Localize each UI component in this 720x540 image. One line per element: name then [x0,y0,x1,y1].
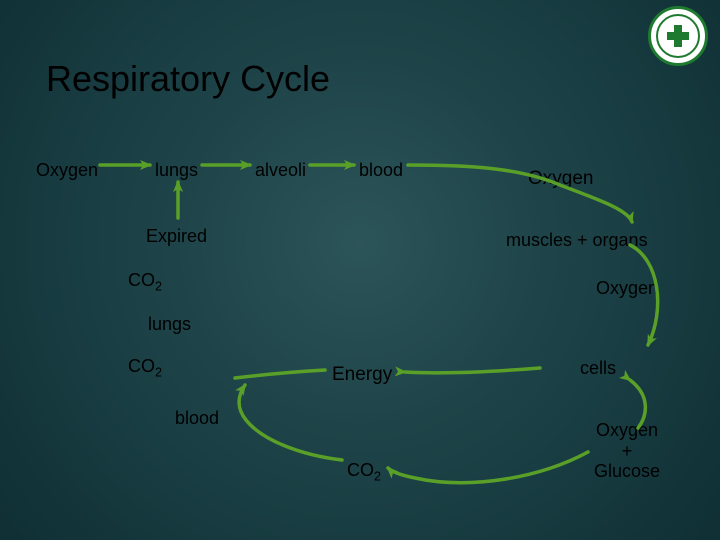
label-oxygen-2: Oxygen [528,168,593,190]
label-lungs-1: lungs [155,160,198,181]
arrow-a-energy-left [235,370,325,378]
arrow-a-co2-energy [239,385,342,460]
logo-cross-icon [667,25,689,47]
label-energy: Energy [332,364,392,386]
slide-title: Respiratory Cycle [46,58,330,100]
label-co2-1: CO2 [128,270,162,294]
label-cells: cells [580,358,616,379]
label-alveoli: alveoli [255,160,306,181]
label-blood-2: blood [175,408,219,429]
label-co2-3: CO2 [347,460,381,484]
label-oxygen-glucose: Oxygen+Glucose [594,420,660,482]
arrow-a-blood-curve [408,165,632,222]
label-blood-1: blood [359,160,403,181]
arrow-a-energy-up [405,368,540,373]
label-expired: Expired [146,226,207,247]
label-co2-2: CO2 [128,356,162,380]
label-oxygen-3: Oxygen [596,278,658,299]
label-lungs-2: lungs [148,314,191,335]
label-muscles-organs: muscles + organs [506,230,648,251]
arrow-a-oxgluc-co2-bottom [388,452,588,483]
logo-badge [648,6,708,66]
label-oxygen-1: Oxygen [36,160,98,181]
